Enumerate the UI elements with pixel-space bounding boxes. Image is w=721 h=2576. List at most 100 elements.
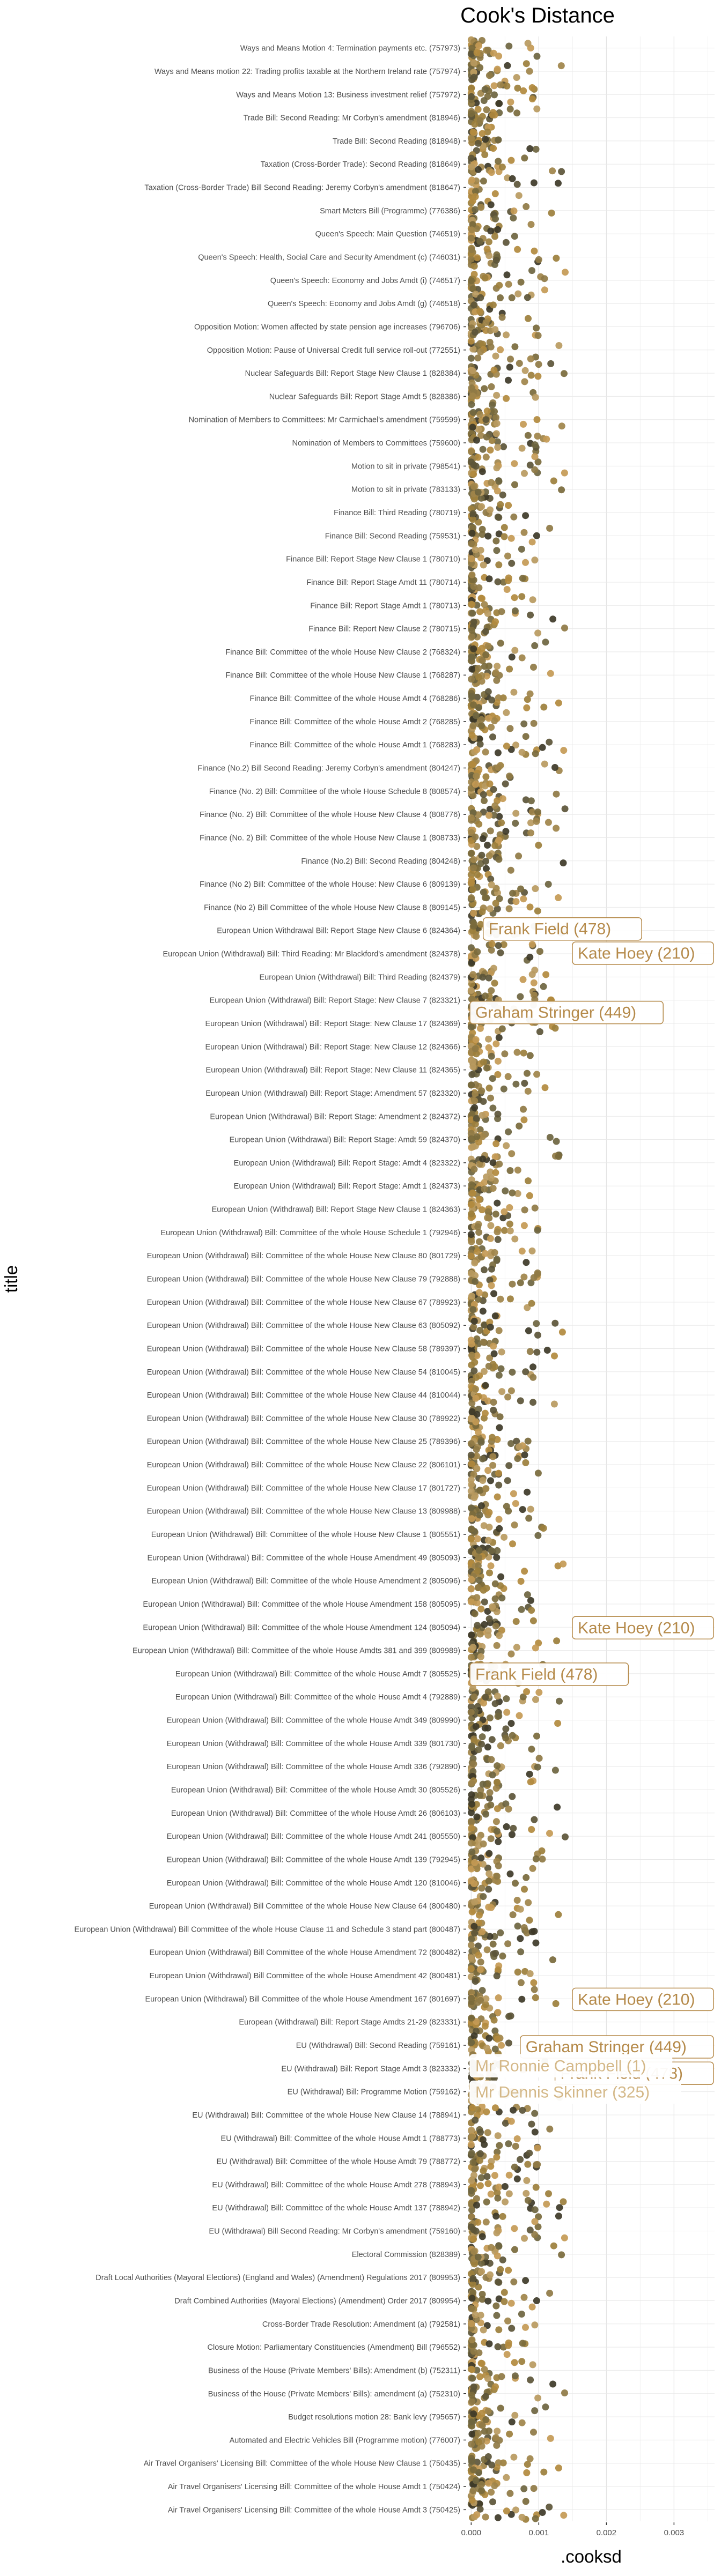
data-point xyxy=(496,813,503,820)
data-point xyxy=(539,744,546,751)
y-tick-label: Finance Bill: Committee of the whole Hou… xyxy=(225,648,460,657)
data-point xyxy=(517,1905,524,1913)
data-point xyxy=(476,1161,483,1168)
data-point xyxy=(525,1177,532,1185)
data-point xyxy=(546,1830,553,1837)
data-point xyxy=(489,1185,497,1192)
data-point xyxy=(468,2295,476,2302)
data-point xyxy=(485,1085,493,1092)
y-tick-label: European Union (Withdrawal) Bill: Commit… xyxy=(151,1531,460,1539)
data-point xyxy=(479,1477,487,1484)
data-point xyxy=(505,2140,512,2148)
data-point xyxy=(470,856,477,863)
data-point xyxy=(534,458,542,466)
y-tick-label: Queen's Speech: Health, Social Care and … xyxy=(198,254,460,262)
data-point xyxy=(479,525,486,533)
data-point xyxy=(486,1354,494,1362)
data-point xyxy=(511,594,518,602)
y-tick-label: Finance (No. 2) Bill: Committee of the w… xyxy=(209,788,460,796)
data-point xyxy=(468,731,476,739)
data-point xyxy=(478,503,485,510)
data-point xyxy=(534,1331,541,1339)
data-point xyxy=(468,675,475,683)
data-point xyxy=(520,1049,527,1057)
y-axis-labels: Ways and Means Motion 4: Termination pay… xyxy=(75,44,466,2514)
data-point xyxy=(496,1413,504,1421)
data-point xyxy=(468,693,475,700)
data-point xyxy=(518,2358,526,2365)
data-point xyxy=(478,1884,485,1892)
data-point xyxy=(527,797,535,805)
data-point xyxy=(534,1763,541,1771)
data-point xyxy=(490,1350,498,1357)
data-point xyxy=(497,1573,505,1580)
data-point xyxy=(501,524,508,531)
data-point xyxy=(482,773,490,781)
data-point xyxy=(484,610,491,617)
data-point xyxy=(493,391,501,399)
data-point xyxy=(484,2407,492,2415)
data-point xyxy=(476,2373,483,2380)
data-point xyxy=(501,1208,508,1215)
data-point xyxy=(551,764,558,771)
data-point xyxy=(475,704,482,711)
data-point xyxy=(468,1210,475,1218)
data-point xyxy=(491,2027,499,2035)
data-point xyxy=(486,780,494,788)
data-point xyxy=(468,401,475,408)
data-point xyxy=(561,469,568,477)
data-point xyxy=(482,454,490,461)
data-point xyxy=(535,2213,542,2221)
data-point xyxy=(505,2267,512,2274)
y-tick-label: European (Withdrawal) Bill: Report Stage… xyxy=(239,2018,460,2027)
data-point xyxy=(485,252,493,259)
data-point xyxy=(488,1547,495,1554)
data-point xyxy=(533,2297,540,2304)
data-point xyxy=(489,1075,496,1082)
data-point xyxy=(527,2376,534,2384)
data-point xyxy=(492,352,499,360)
data-point xyxy=(468,2497,476,2504)
data-point xyxy=(507,2118,515,2125)
data-point xyxy=(550,477,557,485)
data-point xyxy=(482,1485,490,1493)
data-point xyxy=(518,593,526,600)
data-point xyxy=(475,811,482,819)
data-point xyxy=(489,1159,497,1167)
data-point xyxy=(558,2251,565,2259)
data-point xyxy=(505,2039,512,2047)
data-point xyxy=(509,1540,516,1548)
data-point xyxy=(487,2271,494,2278)
data-point xyxy=(468,436,475,443)
data-point xyxy=(495,856,503,863)
data-point xyxy=(482,2513,489,2521)
data-point xyxy=(480,808,487,816)
data-point xyxy=(530,2429,537,2436)
data-point xyxy=(474,1599,481,1607)
data-point xyxy=(472,463,480,470)
data-point xyxy=(523,2469,531,2476)
data-point xyxy=(490,1399,497,1406)
data-point xyxy=(510,688,518,696)
data-point xyxy=(468,1994,475,2002)
data-point xyxy=(495,1994,502,2001)
data-point xyxy=(498,164,506,171)
y-tick-label: Smart Meters Bill (Programme) (776386) xyxy=(320,207,460,216)
data-point xyxy=(488,1265,495,1273)
data-point xyxy=(555,699,562,707)
data-point xyxy=(482,628,489,635)
data-point xyxy=(526,145,534,152)
data-point xyxy=(490,1342,497,1350)
outlier-label-box xyxy=(572,1616,714,1640)
y-tick-label: European Union (Withdrawal) Bill: Commit… xyxy=(143,1600,460,1609)
y-tick-label: European Union (Withdrawal) Bill: Commit… xyxy=(147,1414,460,1423)
data-point xyxy=(483,2173,491,2180)
data-point xyxy=(492,1950,499,1957)
data-point xyxy=(512,1500,519,1507)
data-point xyxy=(534,907,541,915)
data-point xyxy=(539,2509,546,2516)
data-point xyxy=(485,72,493,79)
data-point xyxy=(554,1803,561,1811)
data-point xyxy=(542,971,550,978)
data-point xyxy=(484,1208,492,1215)
